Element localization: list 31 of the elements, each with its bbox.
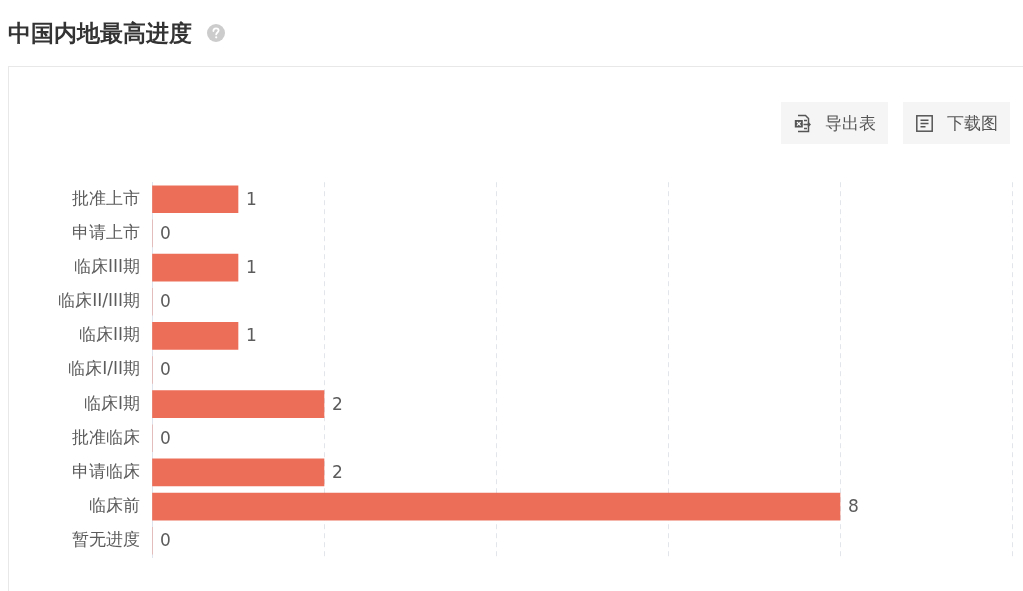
y-tick-label: 临床II/III期 xyxy=(58,290,140,311)
data-label: 0 xyxy=(160,222,171,243)
y-tick-label: 申请上市 xyxy=(72,221,140,242)
bar xyxy=(152,322,239,350)
bar xyxy=(152,492,841,521)
y-tick-label: 批准临床 xyxy=(72,426,140,447)
y-tick-label: 临床I期 xyxy=(83,392,140,413)
bar xyxy=(152,253,239,282)
y-tick-label: 临床I/II期 xyxy=(68,358,140,379)
chart-title: 中国内地最高进度 xyxy=(8,19,192,48)
data-label: 0 xyxy=(160,291,171,312)
bar xyxy=(152,185,239,214)
y-tick-label: 临床前 xyxy=(89,495,140,515)
data-label: 8 xyxy=(848,496,859,516)
data-label: 0 xyxy=(160,359,171,380)
bar xyxy=(152,458,325,487)
download-button: 下载图 xyxy=(903,102,1010,144)
bar xyxy=(152,390,325,418)
data-label: 2 xyxy=(332,393,343,414)
y-tick-label: 暂无进度 xyxy=(72,529,140,550)
data-label: 0 xyxy=(160,530,171,551)
data-label: 1 xyxy=(246,256,257,277)
y-tick-label: 批准上市 xyxy=(72,187,140,208)
y-tick-label: 临床III期 xyxy=(73,255,140,276)
export-button: 导出表 xyxy=(781,102,888,144)
y-tick-label: 临床II期 xyxy=(78,324,140,345)
data-label: 2 xyxy=(332,461,343,482)
data-label: 1 xyxy=(246,325,257,346)
data-label: 1 xyxy=(246,188,257,209)
y-tick-label: 申请临床 xyxy=(72,460,140,481)
data-label: 0 xyxy=(160,427,171,448)
